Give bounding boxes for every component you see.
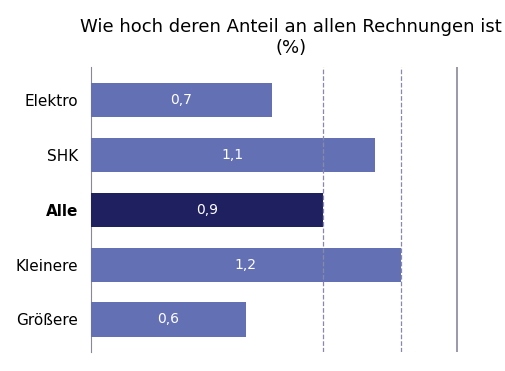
Bar: [91, 247, 400, 282]
Text: 0,7: 0,7: [170, 93, 192, 107]
Bar: [91, 302, 245, 336]
Text: 1,1: 1,1: [221, 148, 243, 162]
Bar: [91, 193, 323, 227]
Text: 0,9: 0,9: [196, 203, 218, 217]
Text: 0,6: 0,6: [157, 312, 179, 326]
Text: 1,2: 1,2: [234, 257, 257, 272]
Bar: [91, 138, 374, 172]
Title: Wie hoch deren Anteil an allen Rechnungen ist
(%): Wie hoch deren Anteil an allen Rechnunge…: [80, 18, 501, 57]
Bar: [91, 83, 271, 117]
